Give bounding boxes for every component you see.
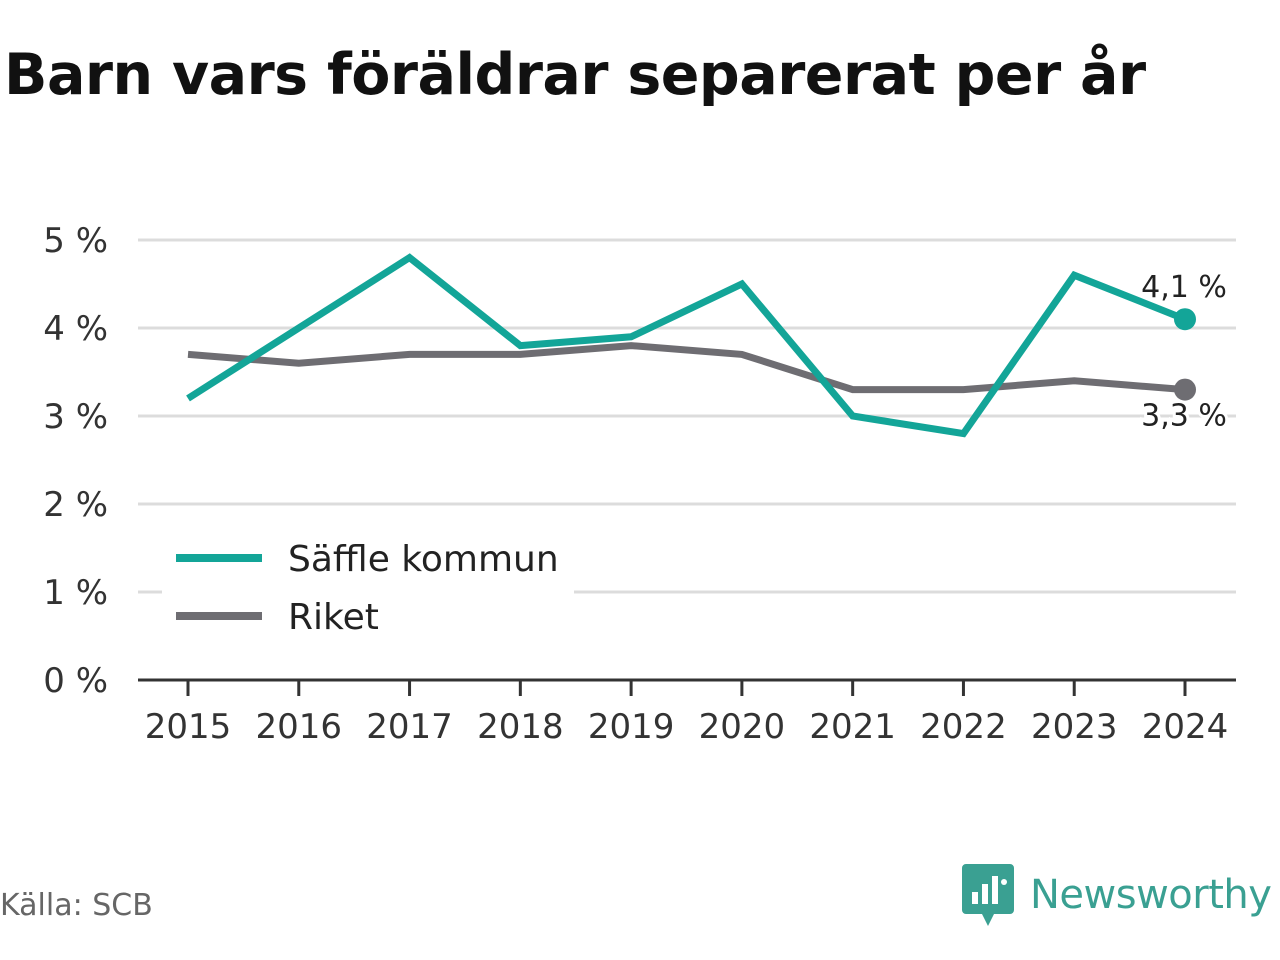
series-line xyxy=(186,253,1187,438)
brand-name: Newsworthy xyxy=(1030,872,1272,918)
x-tick-label: 2023 xyxy=(1031,707,1118,747)
x-tick-label: 2021 xyxy=(809,707,896,747)
y-tick-label: 4 % xyxy=(43,309,108,349)
end-labels: 4,1 % 3,3 % xyxy=(1138,267,1230,436)
series-line xyxy=(187,342,1186,394)
x-tick-label: 2020 xyxy=(699,707,786,747)
chart-title: Barn vars föräldrar separerat per år xyxy=(4,42,1146,108)
legend-label: Säffle kommun xyxy=(288,539,559,580)
y-axis-ticks: 0 % 1 % 2 % 3 % 4 % 5 % xyxy=(43,221,108,701)
y-tick-label: 1 % xyxy=(43,573,108,613)
brand[interactable]: Newsworthy xyxy=(962,862,1272,928)
x-tick-label: 2024 xyxy=(1142,707,1229,747)
y-tick-label: 3 % xyxy=(43,397,108,437)
x-tick-label: 2015 xyxy=(145,707,232,747)
legend: Säffle kommun Riket xyxy=(162,528,574,646)
y-tick-label: 0 % xyxy=(43,661,108,701)
end-value-label: 3,3 % xyxy=(1141,399,1227,434)
x-axis: 2015 2016 2017 2018 2019 2020 2021 2022 2023 2024 xyxy=(138,678,1236,747)
x-tick-label: 2019 xyxy=(588,707,675,747)
x-tick-label: 2022 xyxy=(920,707,1007,747)
legend-label: Riket xyxy=(288,597,379,638)
series-end-point xyxy=(1174,308,1196,331)
newsworthy-logo-icon xyxy=(962,864,1014,926)
x-tick-label: 2016 xyxy=(256,707,343,747)
end-value-label: 4,1 % xyxy=(1141,270,1227,305)
x-tick-label: 2018 xyxy=(477,707,564,747)
y-tick-label: 2 % xyxy=(43,485,108,525)
x-tick-label: 2017 xyxy=(366,707,453,747)
y-tick-label: 5 % xyxy=(43,221,108,261)
series-lines xyxy=(186,253,1196,438)
legend-background xyxy=(162,528,574,646)
source-note: Källa: SCB xyxy=(0,888,153,923)
series-end-point xyxy=(1174,378,1196,401)
